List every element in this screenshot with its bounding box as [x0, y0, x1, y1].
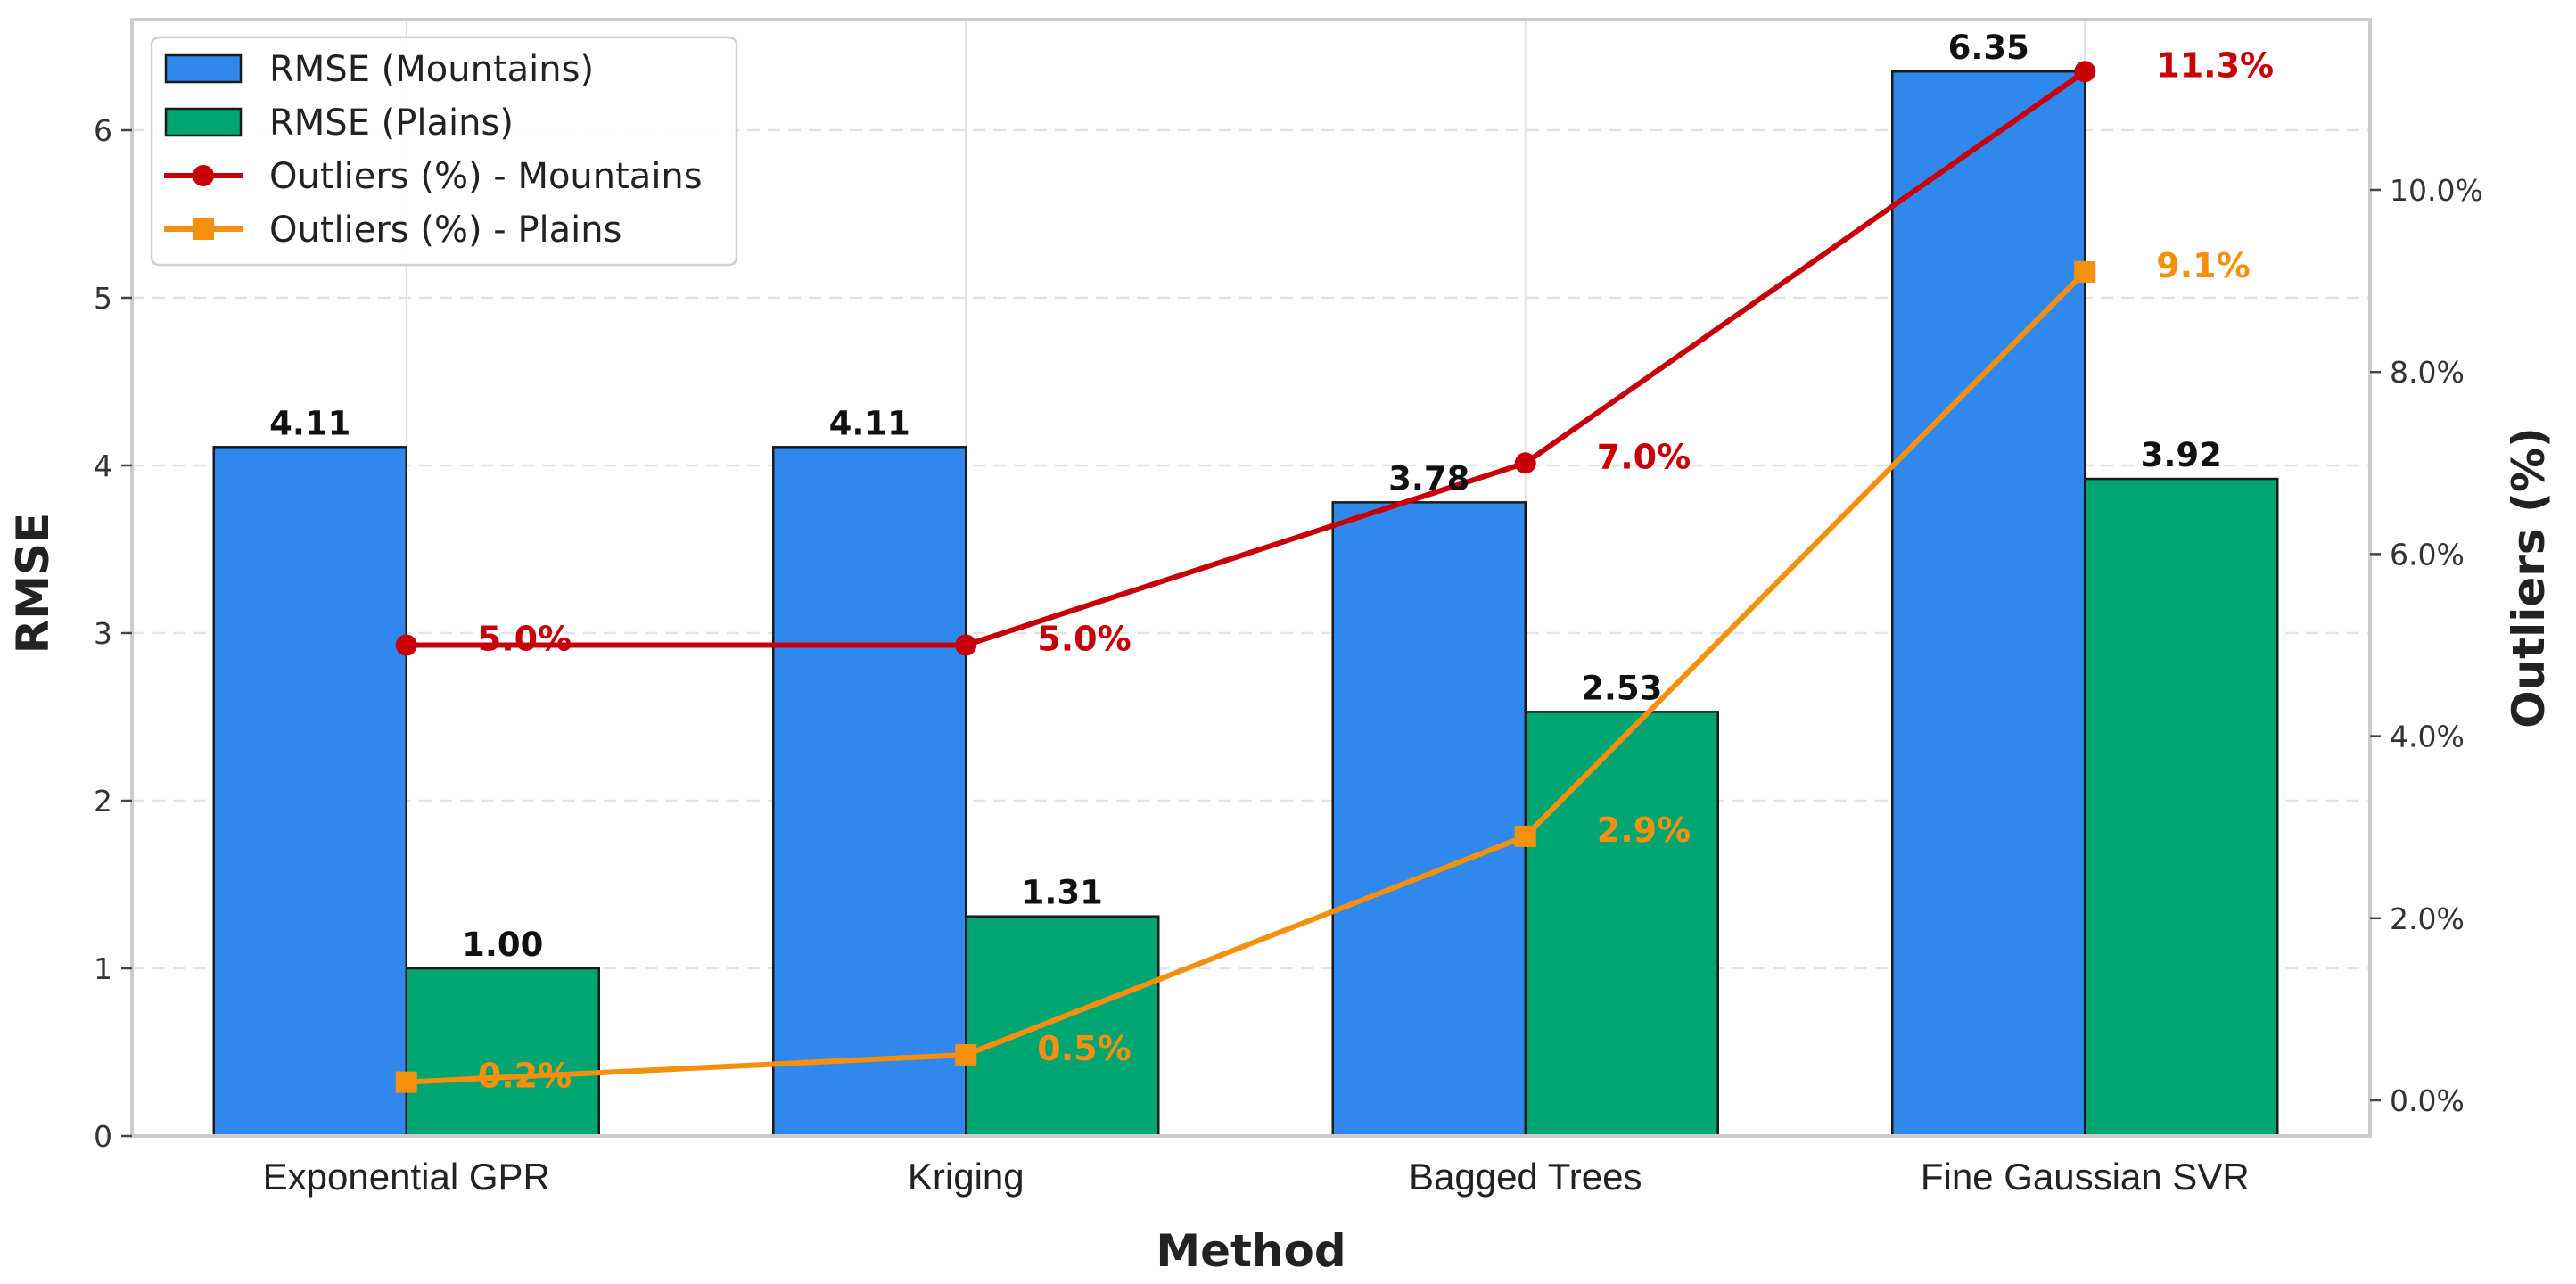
bar-value-label: 4.11 [829, 404, 910, 442]
y2-tick-label: 0.0% [2390, 1083, 2465, 1118]
marker-circle [1514, 452, 1536, 474]
y2-tick-label: 2.0% [2390, 901, 2465, 936]
bar-value-label: 6.35 [1948, 29, 2029, 67]
marker-circle [2074, 61, 2096, 83]
y2-tick-label: 4.0% [2390, 720, 2465, 754]
plot-frame [130, 18, 2372, 1138]
y-tick-label: 5 [94, 281, 112, 316]
outlier-value-label: 5.0% [478, 620, 572, 659]
legend-swatch [164, 54, 243, 84]
x-axis-title: Method [1156, 1225, 1346, 1277]
outlier-value-label: 0.5% [1037, 1029, 1131, 1068]
bar-value-label: 3.92 [2141, 436, 2222, 474]
bar-value-label: 1.31 [1022, 874, 1103, 912]
line-layer [395, 61, 2096, 1093]
y2-tick-label: 6.0% [2390, 537, 2465, 572]
outlier-value-label: 9.1% [2156, 246, 2250, 285]
legend-box [150, 36, 738, 267]
bar-value-label: 1.00 [462, 926, 543, 964]
legend-swatch [164, 107, 243, 137]
legend-marker-circle [193, 165, 214, 186]
y-tick-label: 0 [94, 1119, 112, 1154]
legend-label: RMSE (Plains) [269, 103, 514, 144]
y-tick-label: 4 [94, 449, 112, 483]
legend-label: RMSE (Mountains) [269, 49, 594, 90]
line-plains [406, 269, 2087, 1085]
marker-circle [955, 634, 977, 656]
x-tick-label: Exponential GPR [263, 1156, 550, 1198]
bar-plains [965, 915, 1160, 1138]
bar-layer [212, 70, 2279, 1138]
marker-circle [395, 634, 417, 656]
bar-plains [405, 967, 600, 1138]
legend-label: Outliers (%) - Mountains [269, 156, 703, 197]
y-tick-label: 3 [94, 616, 112, 651]
label-layer: 4.11 1.00 4.11 1.31 3.78 2.53 6.35 3.92 5.0% 5.0%… [269, 29, 2274, 1095]
bar-value-label: 4.11 [269, 404, 350, 442]
bar-value-label: 2.53 [1581, 669, 1662, 707]
legend: RMSE (Mountains) RMSE (Plains) Outliers (%… [150, 36, 738, 267]
legend-marker-square [193, 218, 214, 240]
outlier-value-label: 11.3% [2156, 45, 2274, 85]
bar-mountains [772, 446, 967, 1138]
marker-square [1514, 825, 1536, 847]
outlier-value-label: 2.9% [1597, 811, 1691, 850]
y2-tick-label: 8.0% [2390, 355, 2465, 390]
x-tick-label: Kriging [908, 1156, 1025, 1198]
x-tick-label: Fine Gaussian SVR [1921, 1156, 2250, 1198]
y-tick-label: 6 [94, 113, 112, 148]
marker-square [2074, 260, 2096, 283]
outlier-value-label: 0.2% [478, 1057, 572, 1096]
y2-axis-title: Outliers (%) [2503, 427, 2555, 728]
bar-mountains [1891, 70, 2086, 1138]
x-tick-label: Bagged Trees [1409, 1156, 1642, 1198]
y-tick-label: 1 [94, 951, 112, 986]
outlier-value-label: 5.0% [1037, 620, 1131, 659]
legend-label: Outliers (%) - Plains [269, 210, 622, 251]
bar-value-label: 3.78 [1388, 459, 1469, 498]
axis-layer: 0 1 2 3 4 5 6 0.0% 2.0% 4.0% 6.0% 8.0% 10.0% Exponent… [94, 18, 2483, 1198]
bar-plains [2084, 477, 2279, 1138]
line-mountains [406, 69, 2086, 648]
marker-square [395, 1071, 417, 1093]
marker-square [955, 1043, 977, 1066]
y-tick-label: 2 [94, 784, 112, 819]
outlier-value-label: 7.0% [1597, 437, 1691, 476]
y-axis-title: RMSE [7, 513, 59, 654]
bar-mountains [1331, 501, 1527, 1138]
y2-tick-label: 10.0% [2390, 173, 2483, 208]
bar-plains [1524, 711, 1719, 1138]
bar-mountains [212, 446, 407, 1138]
